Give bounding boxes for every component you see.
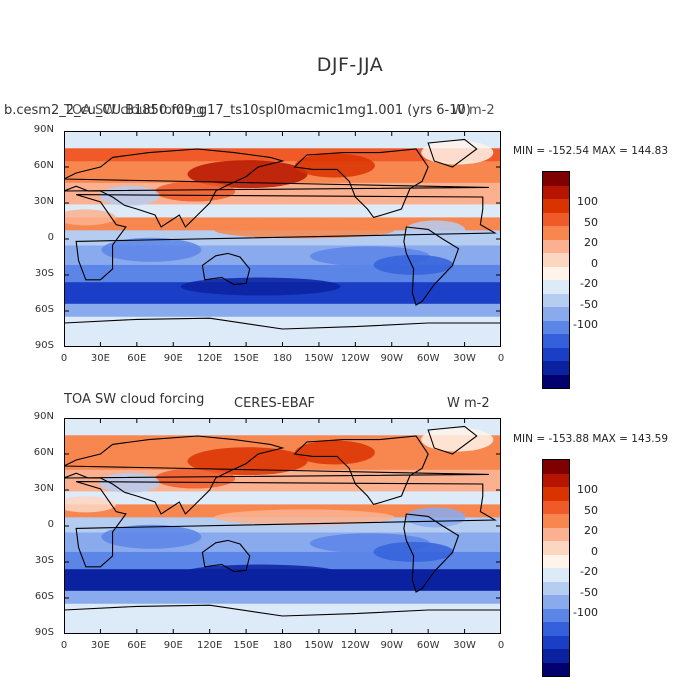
lon-label: 30E [90, 640, 110, 651]
lon-label: 120W [340, 353, 370, 364]
lon-label: 60W [416, 640, 440, 651]
lon-label: 30W [453, 640, 476, 651]
panel2-center-title: CERES-EBAF [234, 396, 315, 411]
lon-label: 30W [453, 353, 476, 364]
colorbar-label: 50 [584, 215, 598, 229]
lon-label: 0 [497, 353, 505, 364]
colorbar-label: 20 [584, 524, 598, 537]
colorbar-swatch [543, 266, 569, 280]
lon-label: 150W [304, 353, 334, 364]
lat-label: 0 [47, 519, 54, 530]
colorbar-label: 100 [577, 483, 598, 496]
colorbar-swatch [543, 185, 569, 199]
lon-label: 90W [380, 640, 404, 651]
lon-label: 30E [90, 353, 110, 364]
lat-label: 90S [34, 627, 54, 638]
lat-label: 60N [33, 447, 54, 458]
lat-label: 0 [47, 232, 54, 243]
colorbar-swatch [543, 635, 569, 649]
panel2-left-title: TOA SW cloud forcing [64, 392, 205, 407]
panel2-units: W m-2 [447, 396, 490, 411]
lat-label: 30N [33, 483, 54, 494]
colorbar-swatch [543, 662, 569, 676]
colorbar-swatch [543, 568, 569, 582]
colorbar-swatch [543, 581, 569, 595]
panel1-colorbar [542, 171, 570, 389]
colorbar-swatch [543, 253, 569, 267]
colorbar-swatch [543, 500, 569, 514]
colorbar-swatch [543, 226, 569, 240]
colorbar-swatch [543, 212, 569, 226]
lon-label: 60E [127, 640, 147, 651]
lon-label: 180 [272, 640, 293, 651]
colorbar-label: -20 [580, 277, 598, 290]
colorbar-swatch [543, 460, 569, 474]
lat-label: 90N [33, 124, 54, 135]
lon-label: 60E [127, 353, 147, 364]
colorbar-swatch [543, 541, 569, 555]
lon-label: 60W [416, 353, 440, 364]
colorbar-swatch [543, 172, 569, 186]
colorbar-label: 20 [584, 236, 598, 249]
colorbar-label: 50 [584, 503, 598, 517]
colorbar-swatch [543, 374, 569, 388]
lon-label: 120W [340, 640, 370, 651]
panel2-map [64, 418, 501, 634]
panel1-map [64, 131, 501, 347]
colorbar-swatch [543, 334, 569, 348]
lon-label: 120E [196, 353, 223, 364]
lon-label: 150W [304, 640, 334, 651]
colorbar-label: -100 [573, 318, 598, 331]
colorbar-swatch [543, 473, 569, 487]
colorbar-label: -20 [580, 565, 598, 578]
lat-label: 60S [34, 304, 54, 315]
colorbar-label: 100 [577, 195, 598, 208]
lat-label: 60N [33, 160, 54, 171]
lat-label: 90S [34, 340, 54, 351]
colorbar-label: 0 [591, 544, 598, 558]
lon-label: 0 [60, 353, 68, 364]
colorbar-swatch [543, 622, 569, 636]
colorbar-swatch [543, 239, 569, 253]
colorbar-swatch [543, 527, 569, 541]
colorbar-swatch [543, 199, 569, 213]
colorbar-swatch [543, 649, 569, 663]
colorbar-swatch [543, 307, 569, 321]
main-title: DJF-JJA [316, 54, 384, 76]
panel2-min-max: MIN = -153.88 MAX = 143.59 [513, 433, 668, 445]
colorbar-swatch [543, 280, 569, 294]
panel1-center-title: TOA SW cloud forcing [64, 103, 205, 118]
panel2-colorbar [542, 459, 570, 677]
lon-label: 0 [60, 640, 68, 651]
panel1-min-max: MIN = -152.54 MAX = 144.83 [513, 145, 668, 157]
colorbar-label: -100 [573, 606, 598, 619]
lon-label: 150E [233, 640, 259, 651]
lat-label: 60S [34, 591, 54, 602]
lat-label: 30S [34, 555, 54, 566]
colorbar-swatch [543, 608, 569, 622]
lon-label: 90W [380, 353, 404, 364]
lon-label: 120E [196, 640, 223, 651]
lon-label: 90E [163, 353, 183, 364]
lon-label: 90E [163, 640, 183, 651]
colorbar-swatch [543, 514, 569, 528]
colorbar-swatch [543, 554, 569, 568]
colorbar-swatch [543, 487, 569, 501]
colorbar-swatch [543, 347, 569, 361]
colorbar-label: -50 [580, 297, 598, 311]
colorbar-swatch [543, 595, 569, 609]
lon-label: 180 [272, 353, 293, 364]
panel1-left-title: b.cesm2_2_cu_CU.B1850.f09_g17_ts10spl0ma… [4, 103, 471, 118]
colorbar-swatch [543, 320, 569, 334]
lat-label: 90N [33, 411, 54, 422]
colorbar-label: 0 [591, 256, 598, 270]
colorbar-label: -50 [580, 585, 598, 599]
lat-label: 30N [33, 196, 54, 207]
lat-label: 30S [34, 268, 54, 279]
lon-label: 0 [497, 640, 505, 651]
colorbar-swatch [543, 361, 569, 375]
panel1-units: W m-2 [452, 103, 495, 118]
lon-label: 150E [233, 353, 259, 364]
colorbar-swatch [543, 293, 569, 307]
